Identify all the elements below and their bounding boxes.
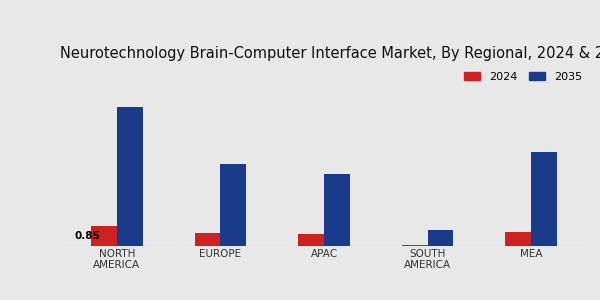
Bar xyxy=(117,107,143,246)
Bar xyxy=(324,174,350,246)
Text: Neurotechnology Brain-Computer Interface Market, By Regional, 2024 & 2035: Neurotechnology Brain-Computer Interface… xyxy=(60,46,600,61)
Legend: 2024, 2035: 2024, 2035 xyxy=(464,72,583,82)
Bar xyxy=(220,164,247,246)
Bar xyxy=(428,230,454,246)
Text: 0.85: 0.85 xyxy=(74,231,100,241)
Bar xyxy=(194,233,220,246)
Bar xyxy=(298,235,324,246)
Bar xyxy=(401,245,428,246)
Bar xyxy=(505,232,531,246)
Bar xyxy=(91,226,117,246)
Bar xyxy=(531,152,557,246)
